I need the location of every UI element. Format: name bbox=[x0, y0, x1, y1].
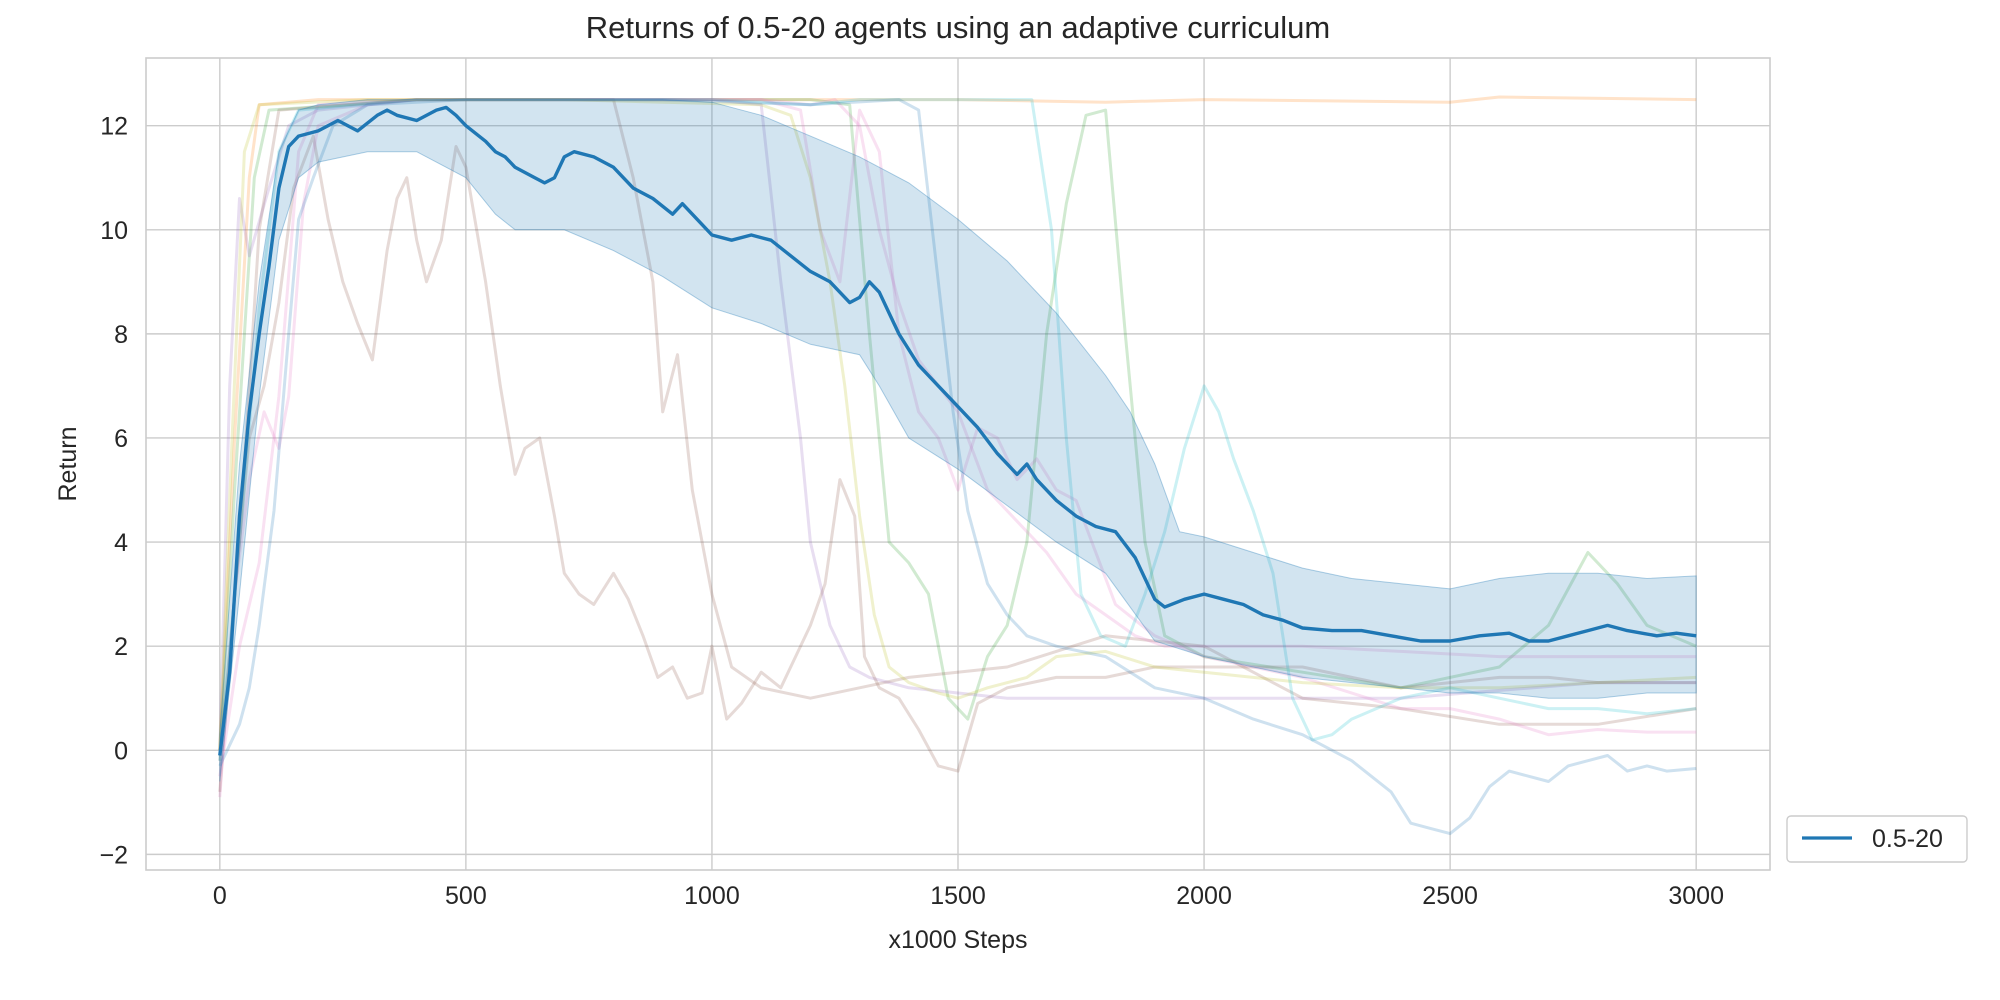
legend: 0.5-20 bbox=[1786, 815, 1968, 863]
mean-series-line bbox=[218, 105, 1697, 756]
individual-run-line bbox=[218, 98, 1697, 798]
individual-run-line bbox=[218, 98, 1697, 751]
individual-run-line bbox=[218, 98, 1697, 777]
x-tick-label: 0 bbox=[213, 882, 227, 910]
grid-lines bbox=[146, 58, 1770, 870]
chart-title: Returns of 0.5-20 agents using an adapti… bbox=[586, 10, 1330, 45]
x-tick-label: 500 bbox=[445, 882, 487, 910]
x-tick-label: 1000 bbox=[684, 882, 740, 910]
confidence-band bbox=[219, 99, 1697, 782]
individual-run-line bbox=[218, 95, 1697, 751]
x-tick-label: 2500 bbox=[1422, 882, 1478, 910]
individual-run-line bbox=[218, 98, 1697, 761]
y-tick-label: 10 bbox=[100, 217, 128, 245]
y-axis-title: Return bbox=[54, 426, 82, 501]
mean-series bbox=[218, 105, 1697, 756]
individual-run-line bbox=[218, 98, 1697, 751]
individual-run-line bbox=[218, 98, 1697, 761]
y-tick-label: 2 bbox=[114, 633, 128, 661]
y-tick-label: 8 bbox=[114, 321, 128, 349]
individual-run-line bbox=[218, 98, 1697, 751]
individual-runs bbox=[218, 95, 1697, 836]
y-tick-label: 6 bbox=[114, 425, 128, 453]
y-axis-ticks: −2 0 2 4 6 8 10 12 bbox=[99, 113, 128, 870]
y-tick-label: 12 bbox=[100, 113, 128, 141]
y-tick-label: 0 bbox=[114, 737, 128, 765]
x-tick-label: 3000 bbox=[1668, 882, 1724, 910]
legend-box bbox=[1786, 815, 1968, 863]
x-axis-ticks: 0 500 1000 1500 2000 2500 3000 bbox=[213, 882, 1724, 910]
y-tick-label: −2 bbox=[99, 841, 128, 869]
confidence-band-area bbox=[219, 99, 1697, 782]
x-tick-label: 1500 bbox=[930, 882, 986, 910]
x-axis-title: x1000 Steps bbox=[889, 926, 1028, 954]
plot-frame bbox=[145, 57, 1771, 871]
individual-run-line bbox=[218, 98, 1697, 836]
individual-run-line bbox=[218, 134, 1697, 793]
legend-label: 0.5-20 bbox=[1872, 825, 1943, 853]
x-tick-label: 2000 bbox=[1176, 882, 1232, 910]
y-tick-label: 4 bbox=[114, 529, 128, 557]
